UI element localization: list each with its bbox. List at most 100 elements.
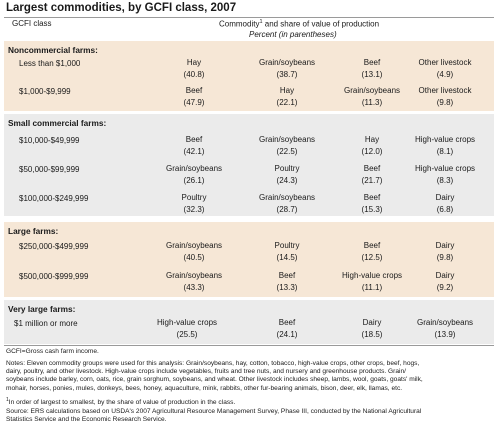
commodity-share: (4.9) [436,70,454,79]
commodity-name: Beef [363,164,381,173]
commodity-share: (13.9) [434,330,456,339]
section-title: Small commercial farms: [8,118,107,128]
table-cell: Beef (13.3) [242,270,332,294]
commodity-name: Poultry [274,164,300,173]
commodity-share: (9.2) [436,283,454,292]
commodity-share: (26.1) [183,176,205,185]
commodity-share: (12.0) [361,147,383,156]
commodity-name: Grain/soybeans [165,271,223,280]
table-cell: High-value crops (8.1) [400,134,490,158]
table-cell: Beef (42.1) [149,134,239,158]
commodity-share: (43.3) [183,283,205,292]
table-cell: Beef (13.1) [327,57,417,81]
commodity-name: Grain/soybeans [165,164,223,173]
commodity-name: Grain/soybeans [258,135,316,144]
source-note: Source: ERS calculations based on USDA's… [6,408,492,424]
table-cell: Other livestock (4.9) [400,57,490,81]
source-line: Statistics Service and the Economic Rese… [6,416,167,424]
table-header: GCFI class Commodity1 and share of value… [4,17,494,42]
section-small-commercial: Small commercial farms: $10,000-$49,999 … [4,114,494,216]
commodity-share: (38.7) [276,70,298,79]
header-footnote-marker: 1 [259,19,263,25]
table-cell: Poultry (32.3) [149,192,239,216]
commodity-name: Beef [363,241,381,250]
commodity-share: (21.7) [361,176,383,185]
table-cell: Dairy (18.5) [327,317,417,341]
commodity-name: Beef [363,58,381,67]
section-title: Large farms: [8,226,59,236]
commodity-name: High-value crops [414,135,476,144]
commodity-share: (8.1) [436,147,454,156]
commodity-name: Dairy [435,241,455,250]
commodity-share: (11.3) [361,98,383,107]
commodity-name: Grain/soybeans [416,318,474,327]
row-label: $1,000-$9,999 [19,87,71,96]
commodity-share: (12.5) [361,253,383,262]
table-cell: Beef (15.3) [327,192,417,216]
commodity-share: (42.1) [183,147,205,156]
commodity-share: (8.3) [436,176,454,185]
commodity-name: Dairy [362,318,382,327]
row-label: $500,000-$999,999 [19,272,89,281]
commodity-name: Beef [185,135,203,144]
commodity-share: (11.1) [361,283,383,292]
commodity-name: Hay [279,86,295,95]
table-cell: Poultry (14.5) [242,240,332,264]
table-cell: Beef (47.9) [149,85,239,109]
section-noncommercial: Noncommercial farms: Less than $1,000 Ha… [4,41,494,111]
source-line: Source: ERS calculations based on USDA's… [6,408,422,415]
row-label: $250,000-$499,999 [19,242,89,251]
commodity-name: Other livestock [418,58,472,67]
commodity-name: Other livestock [418,86,472,95]
section-large-farms: Large farms: $250,000-$499,999 Grain/soy… [4,222,494,297]
footnote-marker: 1 [6,397,9,403]
commodity-name: High-value crops [156,318,218,327]
commodity-share: (15.3) [361,205,383,214]
commodity-share: (13.1) [361,70,383,79]
header-commodity: Commodity1 and share of value of product… [219,19,379,29]
commodity-share: (28.7) [276,205,298,214]
commodity-name: Dairy [435,271,455,280]
table-cell: Dairy (9.8) [400,240,490,264]
table-cell: Poultry (24.3) [242,163,332,187]
commodity-share: (24.3) [276,176,298,185]
commodity-share: (25.5) [176,330,198,339]
commodity-name: Hay [364,135,380,144]
table-cell: Dairy (6.8) [400,192,490,216]
commodity-name: High-value crops [414,164,476,173]
section-title: Noncommercial farms: [8,45,98,55]
table-cell: Grain/soybeans (43.3) [149,270,239,294]
table-cell: Other livestock (9.8) [400,85,490,109]
row-label: $10,000-$49,999 [19,136,80,145]
header-percent-note: Percent (in parentheses) [249,30,337,39]
commodity-share: (22.5) [276,147,298,156]
commodity-name: Grain/soybeans [165,241,223,250]
gcfi-definition: GCFI=Gross cash farm income. [6,348,99,355]
table-cell: High-value crops (25.5) [142,317,232,341]
table-cell: Grain/soybeans (40.5) [149,240,239,264]
commodity-share: (47.9) [183,98,205,107]
commodity-name: Grain/soybeans [343,86,401,95]
commodity-share: (6.8) [436,205,454,214]
commodity-share: (40.8) [183,70,205,79]
row-label: $100,000-$249,999 [19,194,89,203]
header-commodity-suffix: and share of value of production [262,19,380,29]
commodity-share: (22.1) [276,98,298,107]
commodity-share: (40.5) [183,253,205,262]
table-cell: Grain/soybeans (22.5) [242,134,332,158]
commodity-name: Dairy [435,193,455,202]
commodity-share: (9.8) [436,253,454,262]
row-label: $1 million or more [14,319,78,328]
notes-line: Notes: Eleven commodity groups were used… [6,360,420,367]
table-cell: Grain/soybeans (26.1) [149,163,239,187]
table-cell: Grain/soybeans (11.3) [327,85,417,109]
table-cell: Hay (12.0) [327,134,417,158]
commodity-name: Grain/soybeans [258,58,316,67]
header-commodity-label: Commodity [219,19,260,29]
table-cell: Grain/soybeans (13.9) [400,317,490,341]
commodity-share: (13.3) [276,283,298,292]
table-cell: Grain/soybeans (38.7) [242,57,332,81]
table-cell: Hay (40.8) [149,57,239,81]
commodity-name: Beef [185,86,203,95]
table-bottom-rule [4,345,494,346]
